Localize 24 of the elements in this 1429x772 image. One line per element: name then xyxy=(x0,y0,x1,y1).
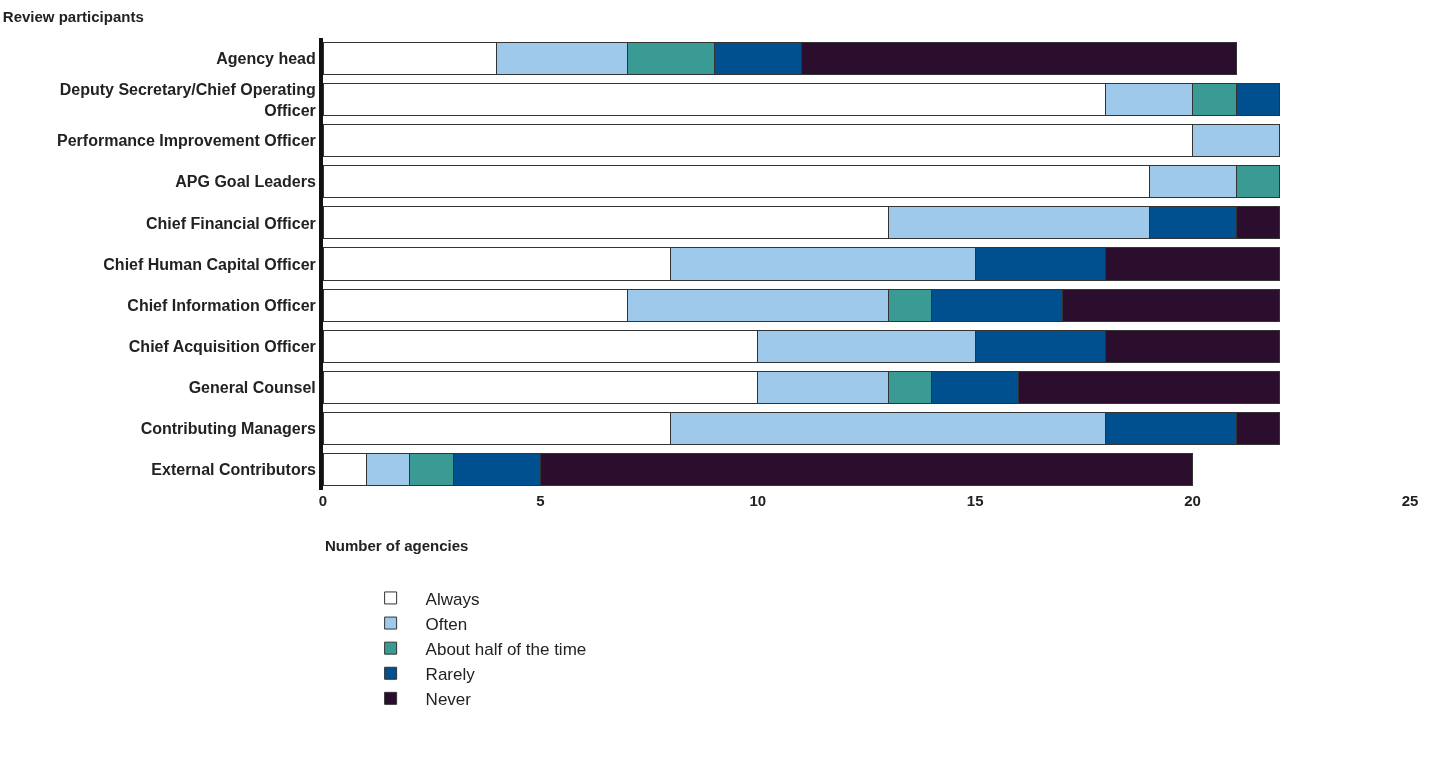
legend-label: About half of the time xyxy=(425,639,587,659)
y-tick-label: Deputy Secretary/Chief Operating Officer xyxy=(59,80,316,119)
x-tick-label: 5 xyxy=(536,492,545,509)
legend-label: Always xyxy=(425,589,480,609)
text: Review participants xyxy=(2,8,144,26)
x-tick-label: 15 xyxy=(966,492,984,509)
y-tick-label: Chief Acquisition Officer xyxy=(128,337,316,355)
y-tick-label: Contributing Managers xyxy=(140,419,316,437)
y-tick-label: Performance Improvement Officer xyxy=(57,132,316,150)
x-tick-label: 25 xyxy=(1401,492,1419,509)
y-tick-label: Chief Information Officer xyxy=(127,296,316,314)
y-tick-label: Chief Financial Officer xyxy=(145,214,316,232)
legend-label: Never xyxy=(425,689,472,709)
legend-label: Often xyxy=(425,614,468,634)
legend-label: Rarely xyxy=(425,664,476,684)
y-tick-label: APG Goal Leaders xyxy=(175,173,316,191)
y-tick-label: Agency head xyxy=(216,50,316,68)
x-tick-label: 20 xyxy=(1184,492,1201,509)
x-axis-title: Number of agencies xyxy=(325,537,469,554)
y-tick-label: External Contributors xyxy=(151,461,316,479)
y-tick-label: General Counsel xyxy=(188,378,316,396)
x-tick-label: 10 xyxy=(749,492,767,509)
x-tick-label: 0 xyxy=(318,492,328,509)
y-tick-label: Chief Human Capital Officer xyxy=(103,255,316,273)
